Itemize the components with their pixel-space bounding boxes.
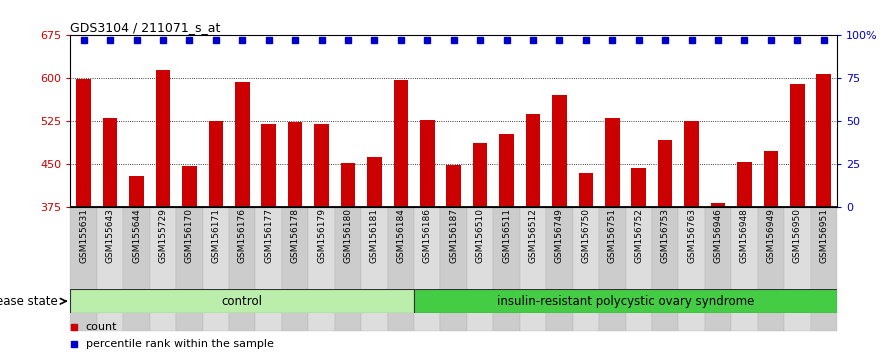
Bar	[731, 207, 758, 331]
Bar	[420, 120, 434, 207]
Bar	[70, 289, 414, 313]
Bar	[176, 207, 203, 331]
Bar	[764, 151, 778, 207]
Bar	[229, 207, 255, 331]
Bar	[685, 121, 699, 207]
Bar	[737, 162, 751, 207]
Bar	[288, 122, 302, 207]
Bar	[282, 207, 308, 331]
Bar	[123, 207, 150, 331]
Bar	[388, 207, 414, 331]
Bar	[209, 121, 223, 207]
Bar	[758, 207, 784, 331]
Bar	[235, 82, 249, 207]
Bar	[711, 203, 725, 207]
Bar	[414, 207, 440, 331]
Bar	[579, 173, 593, 207]
Bar	[440, 207, 467, 331]
Bar	[790, 84, 804, 207]
Bar	[156, 70, 170, 207]
Bar	[315, 124, 329, 207]
Bar	[361, 207, 388, 331]
Bar	[652, 207, 678, 331]
Text: count: count	[85, 321, 117, 332]
Bar	[500, 134, 514, 207]
Bar	[658, 140, 672, 207]
Bar	[262, 124, 276, 207]
Bar	[203, 207, 229, 331]
Text: percentile rank within the sample: percentile rank within the sample	[85, 339, 274, 349]
Bar	[573, 207, 599, 331]
Text: control: control	[222, 295, 263, 308]
Bar	[414, 289, 837, 313]
Bar	[626, 207, 652, 331]
Bar	[367, 157, 381, 207]
Text: disease state: disease state	[0, 295, 57, 308]
Bar	[784, 207, 811, 331]
Bar	[341, 163, 355, 207]
Bar	[817, 74, 831, 207]
Bar	[546, 207, 573, 331]
Bar	[394, 80, 408, 207]
Bar	[97, 207, 123, 331]
Bar	[255, 207, 282, 331]
Bar	[182, 166, 196, 207]
Bar	[605, 118, 619, 207]
Bar	[150, 207, 176, 331]
Bar	[811, 207, 837, 331]
Bar	[308, 207, 335, 331]
Bar	[473, 143, 487, 207]
Bar	[520, 207, 546, 331]
Bar	[335, 207, 361, 331]
Bar	[599, 207, 626, 331]
Bar	[705, 207, 731, 331]
Bar	[552, 96, 566, 207]
Bar	[77, 79, 91, 207]
Bar	[103, 118, 117, 207]
Bar	[632, 168, 646, 207]
Text: GDS3104 / 211071_s_at: GDS3104 / 211071_s_at	[70, 21, 221, 34]
Bar	[678, 207, 705, 331]
Bar	[467, 207, 493, 331]
Bar	[493, 207, 520, 331]
Bar	[70, 207, 97, 331]
Bar	[130, 176, 144, 207]
Bar	[526, 114, 540, 207]
Text: insulin-resistant polycystic ovary syndrome: insulin-resistant polycystic ovary syndr…	[497, 295, 754, 308]
Bar	[447, 165, 461, 207]
